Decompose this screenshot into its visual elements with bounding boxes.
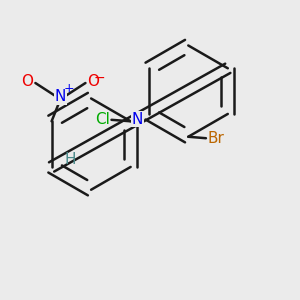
Text: Br: Br: [207, 131, 224, 146]
Text: N: N: [55, 89, 66, 104]
Text: N: N: [131, 112, 143, 127]
Text: +: +: [64, 82, 75, 95]
Text: O: O: [87, 74, 99, 89]
Text: H: H: [65, 152, 76, 167]
Text: −: −: [94, 71, 105, 85]
Text: O: O: [21, 74, 33, 89]
Text: Cl: Cl: [95, 112, 110, 127]
